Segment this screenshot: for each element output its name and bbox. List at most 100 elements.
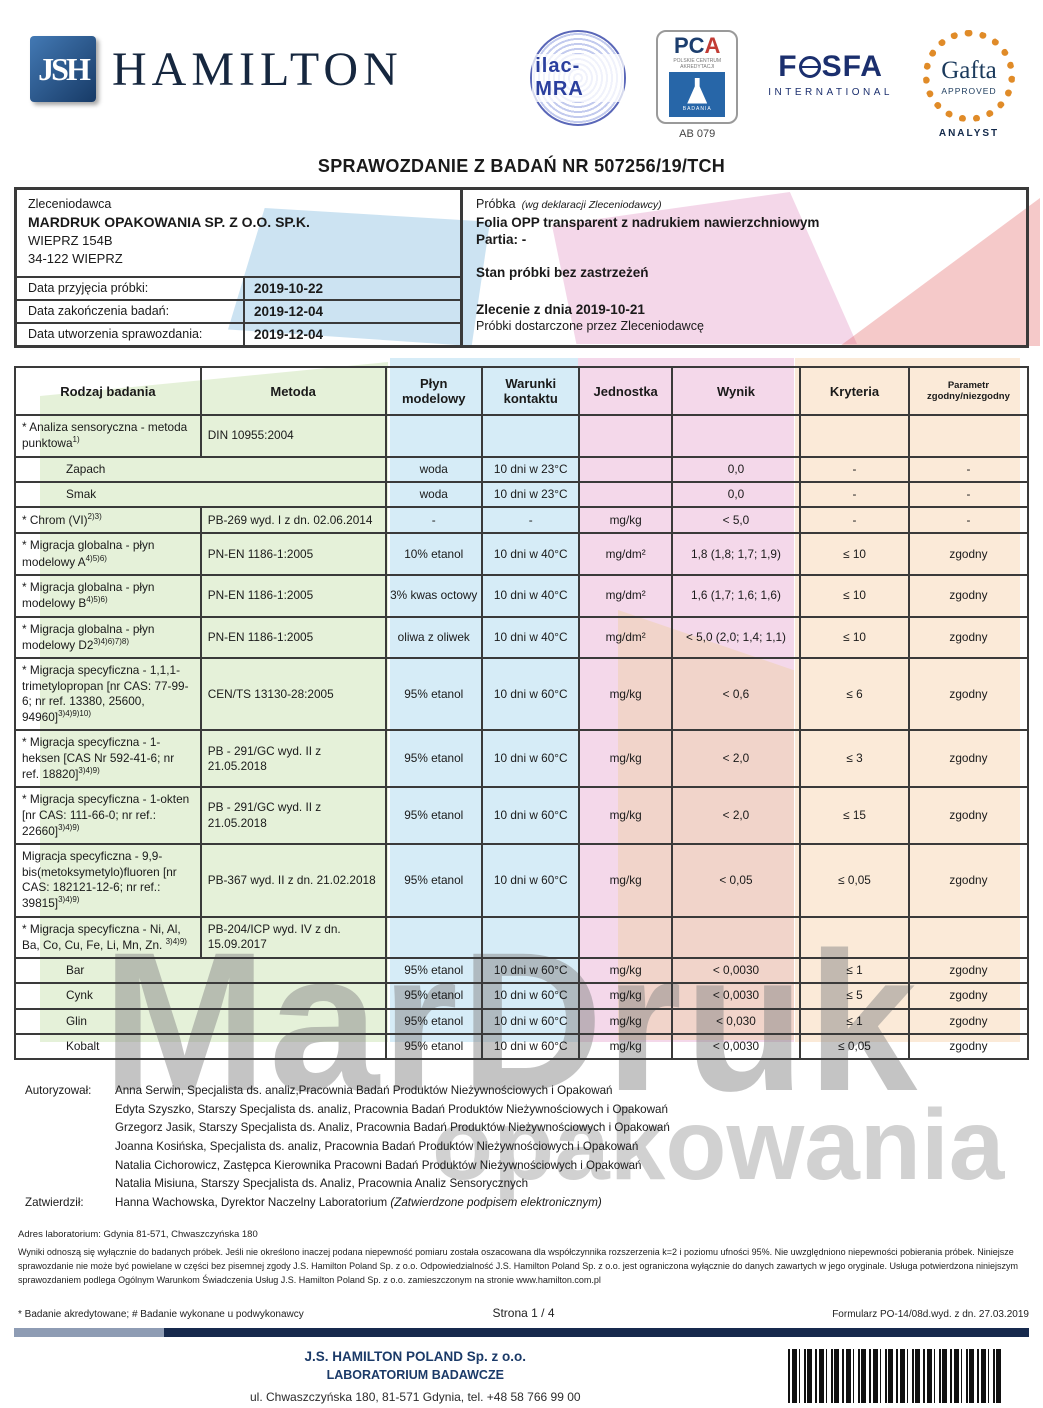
- approved-row: Zatwierdził: Hanna Wachowska, Dyrektor N…: [25, 1194, 1029, 1213]
- signatures-block: Autoryzował: Anna Serwin, Specjalista ds…: [25, 1082, 1029, 1212]
- column-header: Parametr zgodny/niezgodny: [907, 366, 1030, 416]
- date-row-finished: Data zakończenia badań: 2019-12-04: [17, 299, 460, 322]
- cell-unit: mg/kg: [578, 843, 673, 918]
- form-number: Formularz PO-14/08d.wyd. z dn. 27.03.201…: [832, 1308, 1029, 1320]
- gafta-wordmark: Gafta: [941, 56, 997, 84]
- accreditation-note: * Badanie akredytowane; # Badanie wykona…: [18, 1308, 304, 1320]
- cell-unit: mg/dm²: [578, 574, 673, 618]
- cell-criteria: ≤ 1: [799, 957, 910, 985]
- table-row: Glin 95% etanol 10 dni w 60°C mg/kg < 0,030 ≤…: [14, 1007, 1030, 1036]
- fosfa-international-label: INTERNATIONAL: [768, 87, 893, 98]
- table-row: * Migracja specyficzna - 1-heksen [CAS N…: [14, 729, 1030, 789]
- cell-unit: mg/kg: [578, 786, 673, 846]
- footnote-marker: 3)4)9): [58, 895, 80, 905]
- cell-result: < 0,0030: [670, 1033, 802, 1061]
- footer-meta-row: * Badanie akredytowane; # Badanie wykona…: [18, 1304, 1029, 1323]
- sample-header: Próbka (wg deklaracji Zleceniodawcy): [476, 197, 1013, 211]
- cell-method: PB-269 wyd. I z dn. 02.06.2014: [199, 506, 387, 535]
- date-label: Data przyjęcia próbki:: [17, 278, 245, 299]
- cell-test-name: * Migracja specyficzna - 1-okten [nr CAS…: [14, 786, 202, 846]
- table-row: Bar 95% etanol 10 dni w 60°C mg/kg < 0,0030 ≤…: [14, 957, 1030, 985]
- cell-conditions: 10 dni w 60°C: [480, 982, 581, 1010]
- cell-fluid: -: [384, 506, 483, 535]
- cell-fluid: 95% etanol: [384, 786, 483, 846]
- cell-test-name: Smak: [14, 480, 387, 509]
- date-value: 2019-12-04: [254, 327, 324, 342]
- footnote-marker: 3)4)9)10): [58, 709, 91, 719]
- client-address-line2: 34-122 WIEPRZ: [28, 251, 123, 266]
- footnote-marker: 1): [72, 435, 80, 445]
- table-row: * Migracja globalna - płyn modelowy A4)5…: [14, 532, 1030, 577]
- info-section: Zleceniodawca MARDRUK OPAKOWANIA SP. Z O…: [14, 187, 1029, 348]
- cell-criteria: [799, 414, 910, 458]
- date-value: 2019-12-04: [254, 304, 324, 319]
- table-row: * Migracja specyficzna - 1-okten [nr CAS…: [14, 786, 1030, 846]
- column-header: Metoda: [199, 366, 387, 416]
- cell-fluid: 95% etanol: [384, 982, 483, 1010]
- date-label: Data utworzenia sprawozdania:: [17, 324, 245, 345]
- cell-conditions: 10 dni w 60°C: [480, 1033, 581, 1061]
- gafta-approved-label: APPROVED: [941, 85, 997, 96]
- cell-conditions: -: [480, 506, 581, 535]
- company-name: J.S. HAMILTON POLAND Sp. z o.o.: [304, 1349, 527, 1365]
- table-row: Smak woda 10 dni w 23°C 0,0- -: [14, 480, 1030, 509]
- cell-method: CEN/TS 13130-28:2005: [199, 657, 387, 732]
- approved-person-text: Hanna Wachowska, Dyrektor Naczelny Labor…: [115, 1195, 388, 1209]
- cell-unit: [578, 915, 673, 960]
- table-row: Zapach woda 10 dni w 23°C 0,0- -: [14, 455, 1030, 483]
- column-header: Rodzaj badania: [14, 366, 202, 416]
- pca-wordmark: PCA: [674, 35, 720, 57]
- cell-method: PB-204/ICP wyd. IV z dn. 15.09.2017: [199, 915, 387, 960]
- client-panel: Zleceniodawca MARDRUK OPAKOWANIA SP. Z O…: [17, 190, 463, 345]
- client-address-box: Zleceniodawca MARDRUK OPAKOWANIA SP. Z O…: [17, 190, 460, 276]
- ilac-mra-logo: ilac-MRA: [530, 30, 627, 126]
- cell-fluid: 95% etanol: [384, 1007, 483, 1036]
- cell-criteria: ≤ 0,05: [799, 1033, 910, 1061]
- results-table-body: * Analiza sensoryczna - metoda punktowa1…: [14, 414, 1030, 1061]
- cell-criteria: ≤ 0,05: [799, 843, 910, 918]
- sample-order-date: Zlecenie z dnia 2019-10-21: [476, 302, 645, 317]
- cell-test-name: * Migracja globalna - płyn modelowy A4)5…: [14, 532, 202, 577]
- cell-parameter: zgodny: [907, 843, 1030, 918]
- approved-person: Hanna Wachowska, Dyrektor Naczelny Labor…: [115, 1194, 1029, 1213]
- cell-criteria: ≤ 10: [799, 574, 910, 618]
- authorized-person: Natalia Misiuna, Starszy Specjalista ds.…: [115, 1177, 529, 1191]
- cell-test-name: * Migracja specyficzna - Ni, Al, Ba, Co,…: [14, 915, 202, 960]
- flask-icon: [687, 77, 708, 104]
- cell-criteria: [799, 915, 910, 960]
- cell-result: < 5,0 (2,0; 1,4; 1,1): [670, 615, 802, 660]
- cell-test-name: Cynk: [14, 982, 387, 1010]
- company-lab-label: LABORATORIUM BADAWCZE: [326, 1368, 504, 1383]
- cell-method: PN-EN 1186-1:2005: [199, 615, 387, 660]
- cell-test-name: Zapach: [14, 455, 387, 483]
- table-row: Kobalt 95% etanol 10 dni w 60°C mg/kg < 0,00…: [14, 1033, 1030, 1061]
- sample-label: Próbka: [476, 197, 516, 211]
- gafta-analyst-label: ANALYST: [938, 128, 1000, 139]
- cell-parameter: zgodny: [907, 574, 1030, 618]
- cell-criteria: ≤ 10: [799, 532, 910, 577]
- authorized-row: Autoryzował: Anna Serwin, Specjalista ds…: [25, 1082, 1029, 1193]
- cell-unit: mg/kg: [578, 1007, 673, 1036]
- cell-unit: mg/kg: [578, 957, 673, 985]
- cell-result: 1,6 (1,7; 1,6; 1,6): [670, 574, 802, 618]
- ilac-mra-label: ilac-MRA: [532, 54, 625, 102]
- pca-badania-label: BADANIA: [682, 105, 712, 112]
- legal-disclaimer: Wyniki odnoszą się wyłącznie do badanych…: [18, 1246, 1019, 1285]
- electronic-signature-note: (Zatwierdzone podpisem elektronicznym): [390, 1195, 602, 1209]
- sample-name: Folia OPP transparent z nadrukiem nawier…: [476, 215, 820, 230]
- cell-result: < 0,030: [670, 1007, 802, 1036]
- cell-criteria: ≤ 3: [799, 729, 910, 789]
- client-label: Zleceniodawca: [28, 197, 112, 211]
- brand-wordmark: HAMILTON: [112, 42, 403, 96]
- cell-test-name: Bar: [14, 957, 387, 985]
- footnote-marker: 4)5)6): [85, 553, 107, 563]
- date-row-created: Data utworzenia sprawozdania: 2019-12-04: [17, 322, 460, 345]
- fosfa-wordmark: F SFA: [778, 52, 883, 82]
- date-row-received: Data przyjęcia próbki: 2019-10-22: [17, 276, 460, 299]
- footnote-marker: 3)4)9): [78, 766, 100, 776]
- page-number: Strona 1 / 4: [492, 1305, 555, 1320]
- cell-parameter: zgodny: [907, 1033, 1030, 1061]
- cell-unit: mg/kg: [578, 729, 673, 789]
- cell-fluid: oliwa z oliwek: [384, 615, 483, 660]
- date-value: 2019-10-22: [254, 281, 324, 296]
